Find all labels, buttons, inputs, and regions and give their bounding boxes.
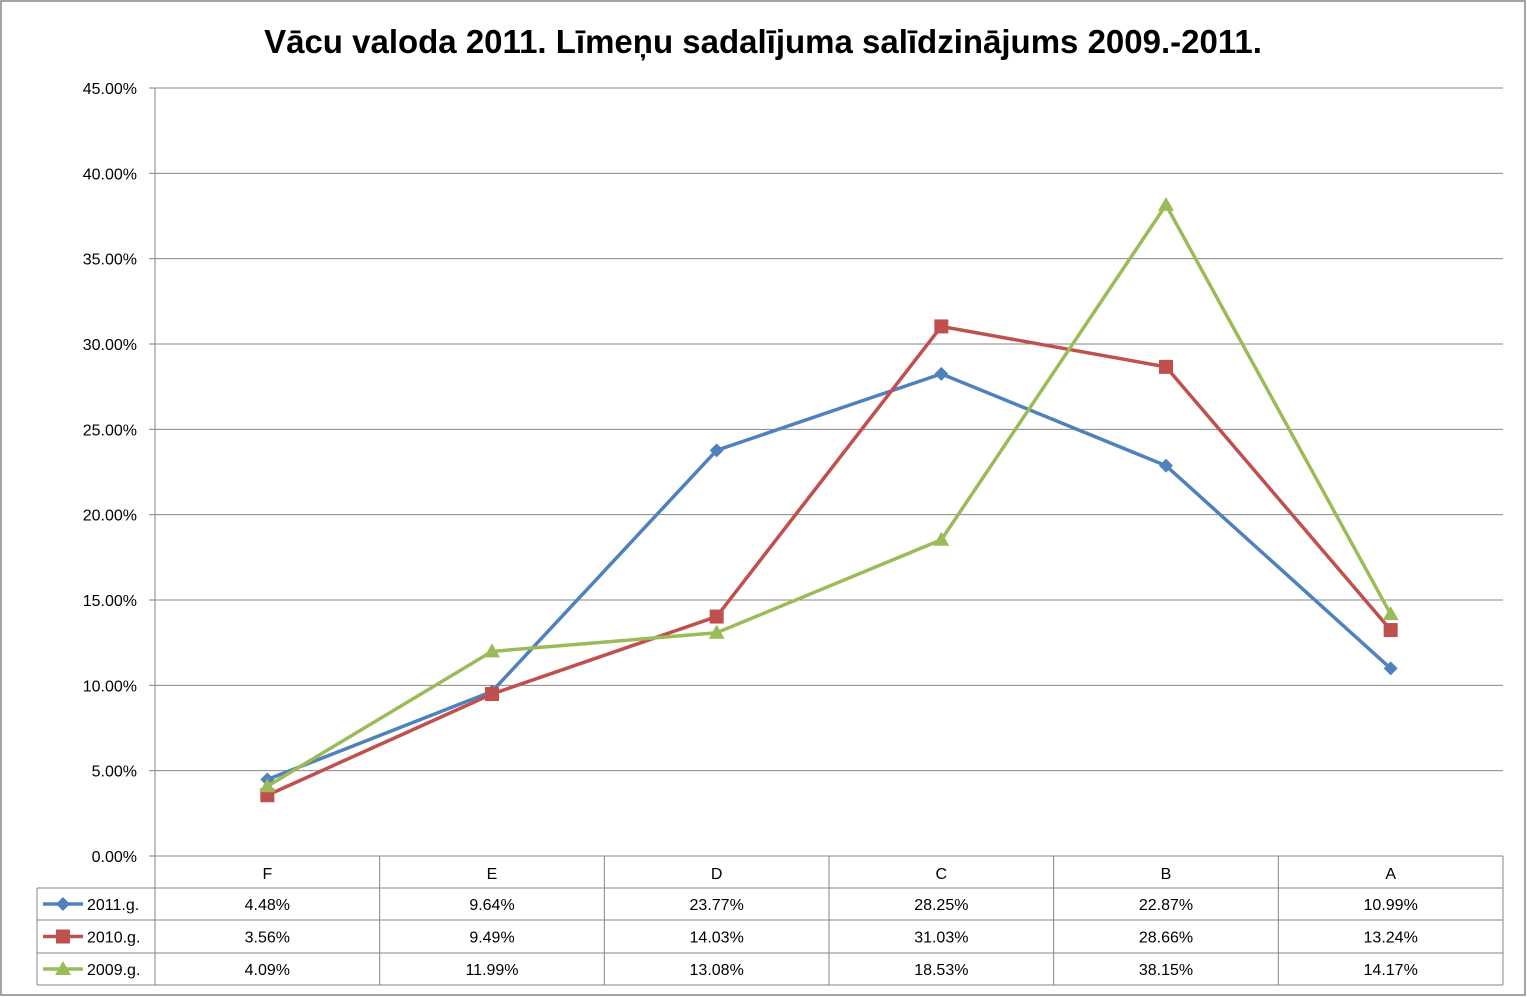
data-point-triangle [1382,606,1399,621]
series-line [266,203,1393,788]
data-point-triangle [259,778,276,793]
data-point-diamond [934,366,949,381]
table-cell-value: 18.53% [914,962,968,979]
data-point-triangle [484,643,500,658]
data-point-diamond [709,443,724,458]
series-2009.g. [259,196,1399,793]
y-axis: 0.00% 5.00% 10.00% 15.00% 20.00% 25.00% 30.00%… [83,81,156,866]
table-cell-value: 11.99% [465,962,518,979]
data-point-diamond [56,897,70,911]
gridlines [155,87,1503,857]
table-cell-value: 4.09% [245,962,290,979]
y-tick-label: 5.00% [92,764,137,781]
table-cell-value: 31.03% [914,930,968,947]
data-point-diamond [1383,661,1398,676]
table-cell-value: 28.66% [1139,930,1193,947]
table-cell-value: 9.64% [469,897,514,914]
data-point-diamond [1159,458,1173,473]
x-category-label: D [711,866,723,883]
series-line [266,372,1392,782]
x-category-label: F [262,866,272,883]
x-category-label: A [1385,866,1396,883]
series-2010.g. [260,319,1398,803]
data-point-triangle [933,531,950,546]
data-point-triangle [708,624,725,639]
data-point-square [485,687,499,702]
y-tick-label: 10.00% [83,678,137,695]
table-cell-value: 13.08% [690,962,744,979]
series-line [266,324,1392,797]
data-table: F E D C B A 2011.g. 4.48% 9.64% 23.77% 28.25% 22.87… [36,855,1504,986]
table-cell-value: 38.15% [1139,962,1193,979]
table-cell-value: 14.17% [1364,962,1418,979]
data-point-triangle [55,961,71,975]
y-tick-label: 35.00% [83,252,137,269]
y-tick-label: 45.00% [83,81,137,98]
legend-key [43,929,83,944]
x-category-label: C [936,866,948,883]
x-category-label: E [487,866,498,883]
table-cell-value: 3.56% [245,930,290,947]
series-group [259,196,1399,803]
table-cell-value: 22.87% [1139,897,1193,914]
table-cell-value: 14.03% [690,930,744,947]
table-cell-value: 28.25% [914,897,968,914]
legend-label: 2011.g. [87,897,139,914]
y-tick-label: 30.00% [83,337,137,354]
legend-label: 2009.g. [87,962,140,979]
legend-label: 2010.g. [87,930,140,947]
data-point-square [1159,359,1173,374]
table-cell-value: 23.77% [690,897,744,914]
data-point-square [1383,623,1398,638]
table-cell-value: 9.49% [469,930,514,947]
table-cell-value: 10.99% [1364,897,1418,914]
data-point-square [709,609,724,624]
table-cell-value: 4.48% [245,897,290,914]
y-tick-label: 15.00% [83,593,137,610]
y-tick-label: 0.00% [92,849,137,866]
legend-key [43,961,83,975]
data-point-square [934,319,949,334]
x-category-label: B [1161,866,1172,883]
data-point-square [56,929,70,944]
data-point-triangle [1158,196,1174,211]
chart-title: Vācu valoda 2011. Līmeņu sadalījuma salī… [264,23,1262,60]
y-tick-label: 40.00% [83,166,137,183]
table-cell-value: 13.24% [1364,930,1418,947]
legend-key [43,897,83,911]
y-tick-label: 20.00% [83,508,137,525]
y-tick-label: 25.00% [83,422,137,439]
